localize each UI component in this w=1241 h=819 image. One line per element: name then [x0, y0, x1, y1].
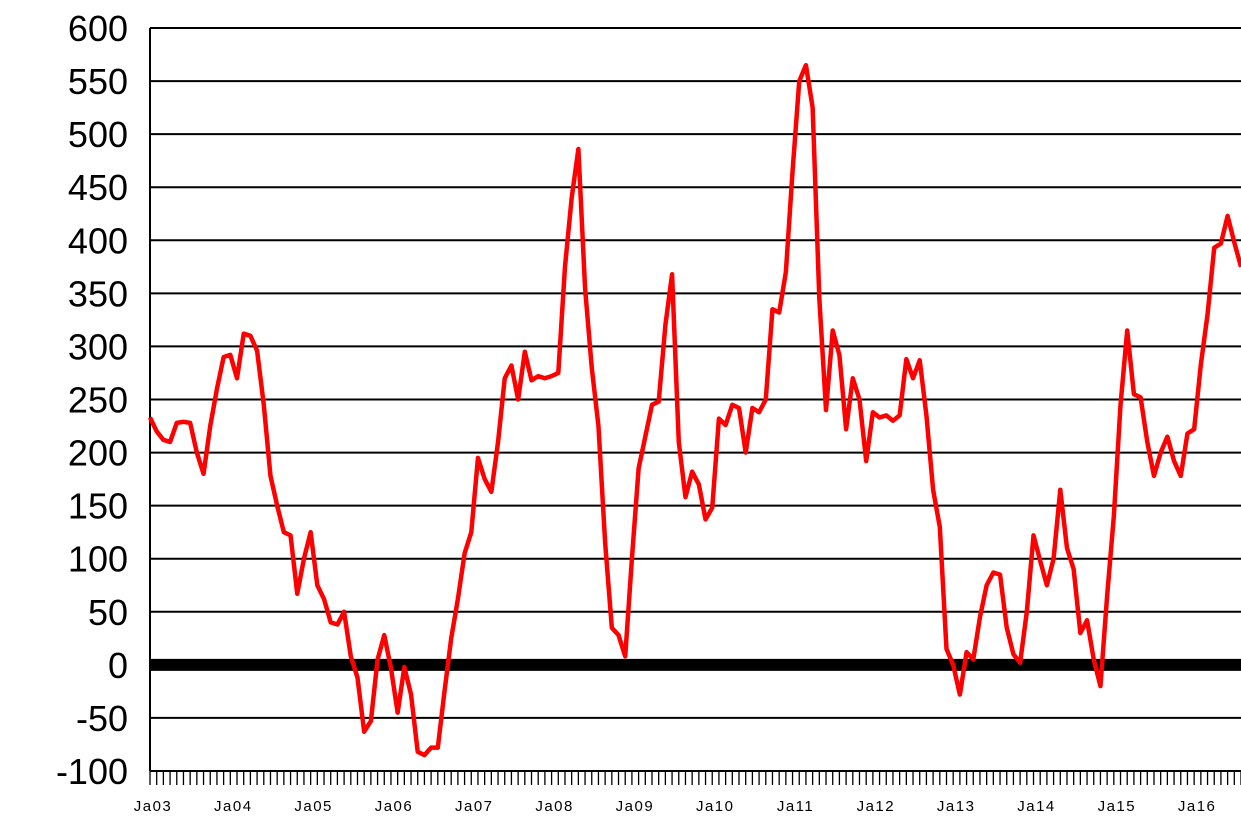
y-tick-label: 550 — [68, 61, 128, 102]
y-tick-label: 250 — [68, 380, 128, 421]
x-tick-label: Ja16 — [1178, 798, 1217, 815]
y-tick-label: -50 — [76, 698, 128, 739]
x-tick-label: Ja15 — [1098, 798, 1137, 815]
x-tick-label: Ja07 — [455, 798, 494, 815]
y-tick-label: 300 — [68, 326, 128, 367]
x-tick-label: Ja11 — [777, 798, 814, 815]
x-minor-ticks — [150, 771, 1241, 785]
y-tick-labels: 600550500450400350300250200150100500-50-… — [56, 8, 128, 792]
y-tick-label: 100 — [68, 539, 128, 580]
x-tick-label: Ja12 — [857, 798, 896, 815]
y-tick-label: 200 — [68, 433, 128, 474]
x-tick-label: Ja09 — [616, 798, 655, 815]
y-tick-label: -100 — [56, 751, 128, 792]
y-tick-label: 450 — [68, 167, 128, 208]
x-tick-labels: Ja03 Ja04 Ja05 Ja06 Ja07 Ja08 Ja09 Ja10 Ja11 Ja12… — [134, 798, 1217, 815]
y-tick-label: 600 — [68, 8, 128, 49]
y-tick-label: 500 — [68, 114, 128, 155]
x-tick-label: Ja14 — [1017, 798, 1056, 815]
series-line — [150, 65, 1241, 755]
x-tick-label: Ja13 — [937, 798, 976, 815]
y-tick-label: 0 — [108, 645, 128, 686]
y-tick-label: 400 — [68, 220, 128, 261]
y-tick-label: 350 — [68, 273, 128, 314]
x-tick-label: Ja08 — [535, 798, 574, 815]
x-tick-label: Ja03 — [134, 798, 173, 815]
x-tick-label: Ja05 — [294, 798, 333, 815]
x-tick-label: Ja06 — [375, 798, 414, 815]
x-tick-label: Ja10 — [696, 798, 735, 815]
y-tick-label: 150 — [68, 486, 128, 527]
x-tick-label: Ja04 — [214, 798, 253, 815]
y-tick-label: 50 — [88, 592, 128, 633]
